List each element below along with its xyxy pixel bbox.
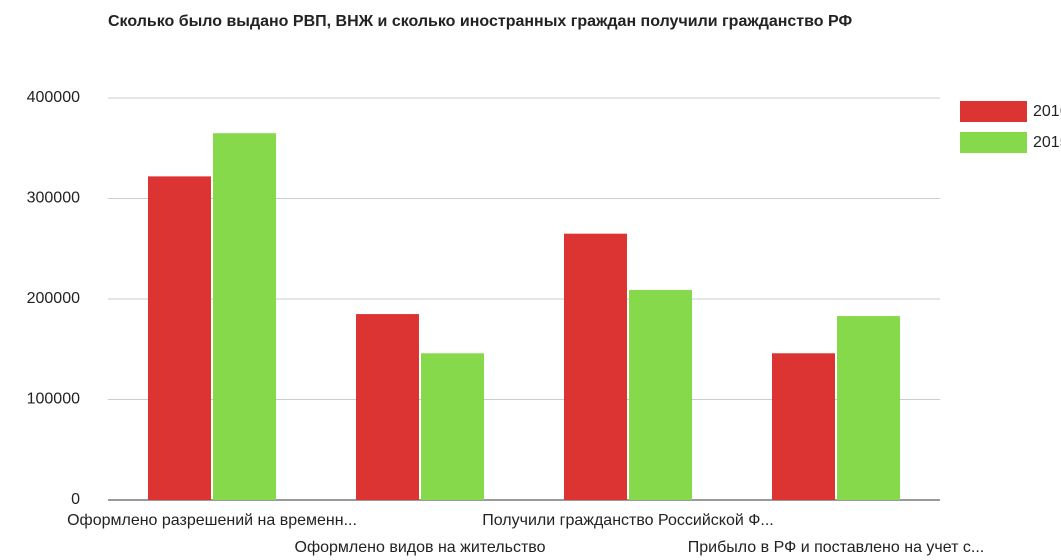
bar — [148, 176, 211, 500]
bar — [356, 314, 419, 500]
bar — [629, 289, 692, 500]
x-tick-label: Оформлено разрешений на временн... — [67, 512, 357, 529]
bar — [772, 353, 835, 500]
chart-title: Сколько было выдано РВП, ВНЖ и сколько и… — [108, 13, 853, 30]
x-tick-label: Прибыло в РФ и поставлено на учет с... — [688, 539, 984, 556]
bar — [213, 133, 276, 501]
y-tick-label: 300000 — [27, 190, 80, 207]
legend-swatch — [960, 101, 1027, 122]
y-tick-label: 0 — [71, 491, 80, 508]
bar — [564, 233, 627, 501]
x-tick-label: Получили гражданство Российской Ф... — [482, 512, 773, 529]
y-tick-label: 400000 — [27, 89, 80, 106]
legend-label: 2015 — [1033, 134, 1061, 151]
bar — [837, 316, 900, 500]
x-tick-label: Оформлено видов на жительство — [295, 539, 546, 556]
y-tick-label: 100000 — [27, 391, 80, 408]
y-tick-label: 200000 — [27, 290, 80, 307]
legend-label: 2016 — [1033, 103, 1061, 120]
bar — [421, 353, 484, 500]
legend-swatch — [960, 132, 1027, 153]
